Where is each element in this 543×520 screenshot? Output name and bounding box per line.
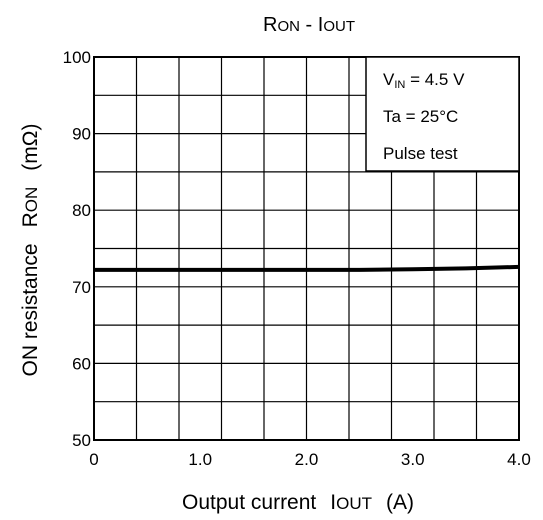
- x-axis-symbol-subscript: OUT: [336, 494, 372, 513]
- x-tick-label: 3.0: [401, 450, 425, 469]
- condition-line: VIN = 4.5 V: [383, 70, 465, 91]
- y-tick-label: 80: [72, 201, 91, 220]
- y-axis-label: ON resistance RON (mΩ): [19, 124, 42, 377]
- series-layer: [94, 264, 520, 272]
- conditions-box-frame: [365, 56, 520, 172]
- x-tick-label: 2.0: [295, 450, 319, 469]
- condition-line: Pulse test: [383, 144, 458, 163]
- title-separator: -: [300, 14, 318, 36]
- y-axis-symbol: R: [19, 212, 42, 227]
- y-tick-label: 50: [72, 431, 91, 450]
- x-tick-label: 0: [89, 450, 98, 469]
- condition-value: = 4.5 V: [405, 70, 465, 89]
- x-tick-labels: 0 1.0 2.0 3.0 4.0: [89, 450, 531, 469]
- x-axis-label: Output current IOUT (A): [182, 491, 414, 514]
- y-tick-labels: 50 60 70 80 90 100: [63, 48, 91, 450]
- x-axis-symbol: I: [330, 491, 336, 514]
- y-tick-label: 100: [63, 48, 91, 67]
- title-symbol-2-subscript: OUT: [323, 18, 355, 35]
- x-tick-label: 4.0: [507, 450, 531, 469]
- title-symbol-2: I: [318, 14, 324, 36]
- condition-line: Ta = 25°C: [383, 107, 458, 126]
- condition-text: Pulse test: [383, 144, 458, 163]
- title-symbol: R: [263, 14, 277, 36]
- title-symbol-subscript: ON: [277, 18, 300, 35]
- y-axis-symbol-subscript: ON: [22, 187, 41, 213]
- y-tick-label: 90: [72, 125, 91, 144]
- grid-lines: [93, 56, 520, 441]
- y-axis-unit: (mΩ): [19, 124, 42, 171]
- x-axis-label-text: Output current: [182, 491, 316, 514]
- y-axis-label-text: ON resistance: [19, 243, 42, 376]
- series-line-0: [94, 264, 520, 272]
- y-tick-label: 70: [72, 278, 91, 297]
- x-tick-label: 1.0: [188, 450, 212, 469]
- condition-text: Ta = 25°C: [383, 107, 458, 126]
- condition-subscript: IN: [394, 79, 405, 91]
- condition-text: V: [383, 70, 395, 89]
- conditions-box: VIN = 4.5 V Ta = 25°C Pulse test: [365, 56, 520, 172]
- plot-frame: [93, 56, 520, 441]
- chart-title: RON - IOUT: [263, 14, 355, 36]
- y-tick-label: 60: [72, 354, 91, 373]
- x-axis-unit: (A): [386, 491, 414, 514]
